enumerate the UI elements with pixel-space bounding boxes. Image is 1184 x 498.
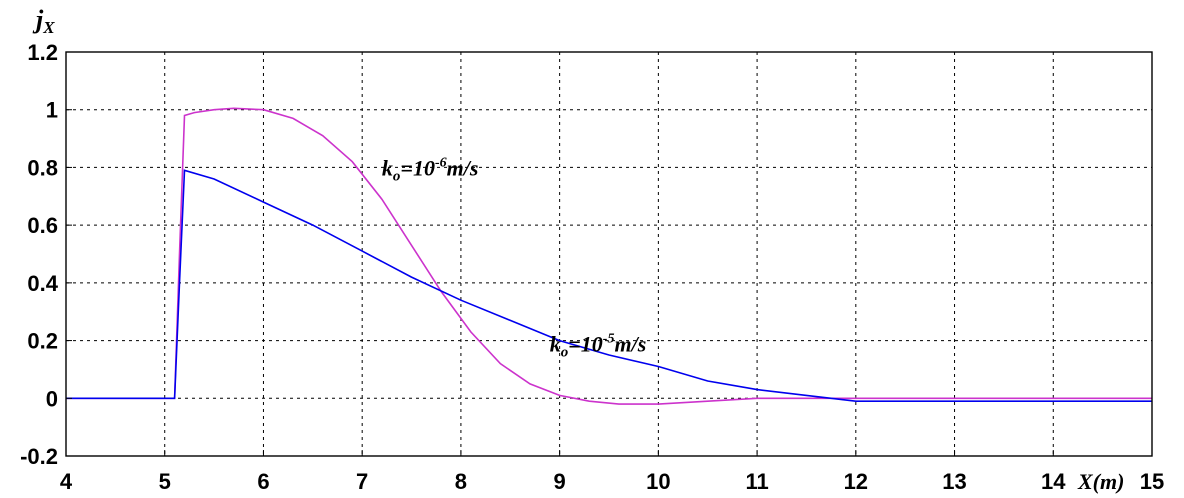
- plot-frame: [65, 51, 1153, 457]
- y-tick-label: -0.2: [20, 444, 58, 469]
- x-tick-label: 12: [844, 469, 868, 494]
- series-annotation-2: ko=10-5m/s: [550, 331, 647, 360]
- y-tick-label: 0.2: [27, 329, 58, 354]
- series-group: [66, 107, 1152, 405]
- x-tick-label: 8: [455, 469, 467, 494]
- series-line-2: [66, 169, 1152, 403]
- x-tick-label: 4: [60, 469, 73, 494]
- x-tick-label: 15: [1140, 469, 1164, 494]
- x-tick-label: 7: [356, 469, 368, 494]
- x-tick-label: 10: [646, 469, 670, 494]
- tick-labels: 4 5 6 7 8 9 10 11 12 13 14 15 -0.2 0 0.2 0.4 0.6 0.8 1 1.2: [20, 40, 1164, 494]
- y-tick-label: 0.6: [27, 213, 58, 238]
- y-tick-label: 0.4: [27, 271, 58, 296]
- x-tick-label: 9: [554, 469, 566, 494]
- series-line-1: [66, 107, 1152, 405]
- y-axis-label: jX: [32, 5, 55, 37]
- x-tick-label: 14: [1041, 469, 1066, 494]
- x-tick-label: 5: [159, 469, 171, 494]
- y-tick-label: 0.8: [27, 155, 58, 180]
- y-tick-label: 1: [46, 98, 58, 123]
- x-tick-label: 6: [257, 469, 269, 494]
- y-tick-label: 0: [46, 386, 58, 411]
- x-axis-label: X(m): [1077, 469, 1124, 494]
- annotations: ko=10-6m/s ko=10-5m/s: [382, 155, 646, 360]
- x-tick-label: 13: [942, 469, 966, 494]
- series-annotation-1: ko=10-6m/s: [382, 155, 479, 184]
- x-tick-label: 11: [745, 469, 768, 494]
- y-tick-label: 1.2: [27, 40, 58, 65]
- grid-lines: [66, 52, 1152, 456]
